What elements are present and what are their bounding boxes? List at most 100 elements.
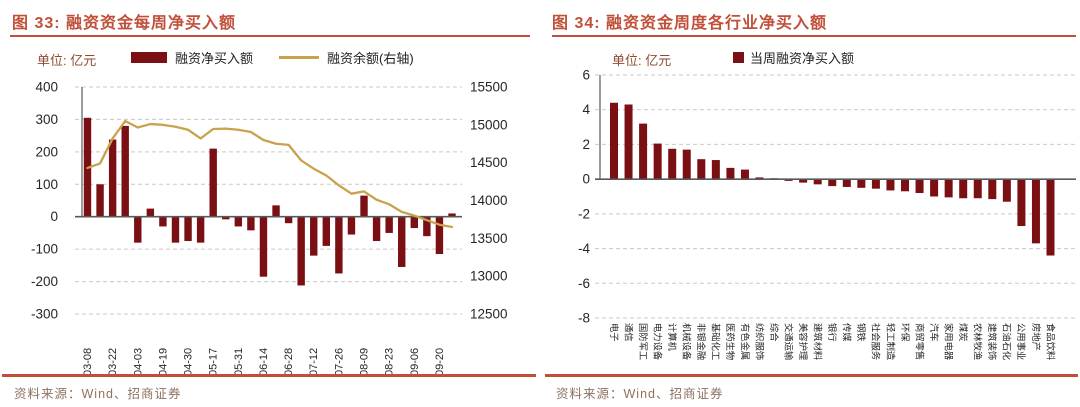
bar-week-21 (347, 216, 356, 235)
svg-text:07-26: 07-26 (333, 348, 345, 376)
bar-industry-9 (740, 169, 749, 180)
bar-series-swatch (131, 52, 167, 63)
svg-text:300: 300 (35, 112, 58, 127)
bar-industry-27 (1002, 179, 1011, 202)
bar-industry-4 (668, 148, 677, 180)
bar-week-1 (96, 184, 104, 217)
fig34-legend-bar-label: 当周融资净买入额 (750, 51, 855, 66)
svg-text:05-31: 05-31 (233, 348, 245, 376)
svg-text:08-09: 08-09 (359, 348, 371, 376)
bar-industry-18 (871, 179, 880, 189)
line-series-swatch (279, 56, 320, 59)
fig33-legend-bar-label: 融资净买入额 (175, 51, 254, 66)
svg-text:03-08: 03-08 (82, 348, 94, 376)
bar-week-5 (146, 208, 155, 217)
svg-text:-4: -4 (578, 241, 590, 256)
svg-text:有色金属: 有色金属 (740, 323, 751, 360)
fig34-source: 资料来源：Wind、招商证券 (556, 387, 724, 401)
bar-industry-19 (886, 179, 895, 191)
svg-text:公用事业: 公用事业 (1016, 323, 1027, 360)
bar-week-13 (247, 216, 255, 231)
svg-text:通信: 通信 (623, 323, 634, 342)
svg-text:400: 400 (35, 80, 58, 95)
svg-text:09-20: 09-20 (434, 348, 446, 376)
svg-text:交通运输: 交通运输 (783, 323, 794, 361)
bar-industry-1 (624, 104, 633, 180)
svg-text:-6: -6 (578, 276, 590, 291)
svg-text:国防军工: 国防军工 (638, 323, 649, 360)
fig33-source: 资料来源：Wind、招商证券 (14, 387, 182, 401)
svg-text:机械设备: 机械设备 (682, 323, 693, 361)
svg-text:14000: 14000 (470, 193, 508, 208)
svg-text:汽车: 汽车 (929, 323, 940, 342)
bar-week-26 (410, 216, 418, 229)
bar-week-14 (259, 216, 268, 277)
svg-text:09-06: 09-06 (409, 348, 421, 376)
bar-series-swatch (733, 52, 744, 63)
fig34-x-axis-labels: 电子 通信 国防军工 电力设备 计算机 机械设备 非银金融 基础化工 医药生物 有色金属 纺织服饰综… (609, 323, 1057, 361)
fig33-right-axis-labels: 15500 15000 14500 14000 13500 13000 12500 (470, 80, 508, 322)
bar-industry-28 (1017, 179, 1026, 227)
svg-text:房地产: 房地产 (1031, 323, 1042, 351)
svg-text:-200: -200 (31, 274, 58, 289)
svg-text:-100: -100 (31, 242, 58, 257)
bar-week-9 (196, 216, 205, 243)
bar-industry-17 (857, 179, 866, 188)
fig33-gridlines (75, 86, 462, 315)
fig33-title-underline (10, 35, 530, 37)
svg-text:基础化工: 基础化工 (711, 323, 722, 360)
bar-week-24 (385, 216, 393, 233)
svg-text:200: 200 (35, 144, 58, 159)
svg-text:钢铁: 钢铁 (856, 323, 867, 342)
svg-text:-2: -2 (578, 206, 590, 221)
bar-industry-13 (799, 179, 808, 183)
fig34-title-underline (552, 35, 1076, 37)
fig34-y-axis-labels: 6 4 2 0 -2 -4 -6 -8 (578, 68, 591, 326)
svg-text:0: 0 (50, 209, 58, 224)
bar-week-18 (310, 216, 318, 256)
svg-text:银行: 银行 (827, 323, 838, 342)
svg-text:15500: 15500 (470, 80, 508, 95)
svg-text:14500: 14500 (470, 155, 508, 170)
bar-week-28 (435, 216, 444, 255)
bar-industry-8 (726, 167, 735, 180)
bar-industry-30 (1046, 179, 1055, 256)
bar-week-19 (322, 216, 331, 246)
fig33-title: 图 33: 融资资金每周净买入额 (12, 15, 237, 32)
bar-week-27 (423, 216, 431, 237)
bar-week-22 (360, 195, 368, 217)
svg-text:04-30: 04-30 (183, 348, 195, 376)
svg-text:传媒: 传媒 (842, 323, 853, 342)
fig34-unit-label: 单位: 亿元 (612, 53, 672, 68)
svg-text:04-19: 04-19 (157, 348, 169, 376)
fig34-legend-bar-item: 当周融资净买入额 (733, 48, 854, 67)
fig33-left-axis-labels: 400 300 200 100 0 -100 -200 -300 (31, 80, 58, 322)
svg-text:13000: 13000 (470, 269, 508, 284)
bar-industry-29 (1031, 179, 1040, 244)
svg-text:6: 6 (582, 68, 590, 83)
bar-week-2 (108, 139, 117, 217)
svg-text:03-22: 03-22 (107, 348, 119, 376)
bar-week-6 (159, 216, 167, 227)
fig33-chart: 400 300 200 100 0 -100 -200 -300 15500 15000 14500… (31, 80, 508, 377)
svg-text:家用电器: 家用电器 (943, 323, 954, 361)
figure-34-panel: 6 4 2 0 -2 -4 -6 -8 电子 通信 国防军工 电力设备 计算机 机械设备 非银金融 基础化工医… (540, 0, 1080, 407)
svg-text:建筑装饰: 建筑装饰 (987, 323, 998, 360)
svg-text:100: 100 (35, 177, 58, 192)
bar-industry-25 (973, 179, 982, 199)
bar-industry-14 (813, 179, 822, 185)
bar-week-7 (171, 216, 180, 243)
bar-week-10 (209, 148, 217, 217)
bar-week-15 (272, 205, 280, 217)
svg-text:社会服务: 社会服务 (871, 323, 882, 360)
svg-text:电力设备: 电力设备 (652, 323, 663, 361)
svg-text:美容护理: 美容护理 (798, 323, 809, 360)
fig33-legend-bar-item: 融资净买入额 (131, 48, 253, 67)
svg-text:13500: 13500 (470, 231, 508, 246)
bar-industry-3 (653, 143, 662, 180)
fig33-unit-label: 单位: 亿元 (37, 53, 97, 68)
bar-industry-20 (901, 179, 909, 192)
bar-industry-5 (682, 149, 691, 180)
bar-industry-22 (930, 179, 939, 197)
bar-industry-23 (944, 179, 953, 198)
